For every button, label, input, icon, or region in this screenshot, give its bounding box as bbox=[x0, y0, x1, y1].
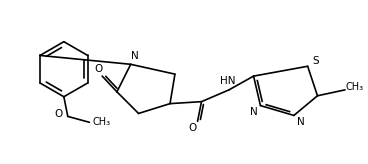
Text: N: N bbox=[297, 117, 305, 127]
Text: O: O bbox=[94, 64, 102, 74]
Text: O: O bbox=[188, 123, 197, 133]
Text: CH₃: CH₃ bbox=[346, 82, 364, 92]
Text: S: S bbox=[312, 56, 319, 66]
Text: N: N bbox=[250, 107, 258, 117]
Text: N: N bbox=[131, 51, 138, 62]
Text: CH₃: CH₃ bbox=[92, 117, 110, 127]
Text: HN: HN bbox=[220, 76, 236, 86]
Text: O: O bbox=[55, 109, 63, 119]
